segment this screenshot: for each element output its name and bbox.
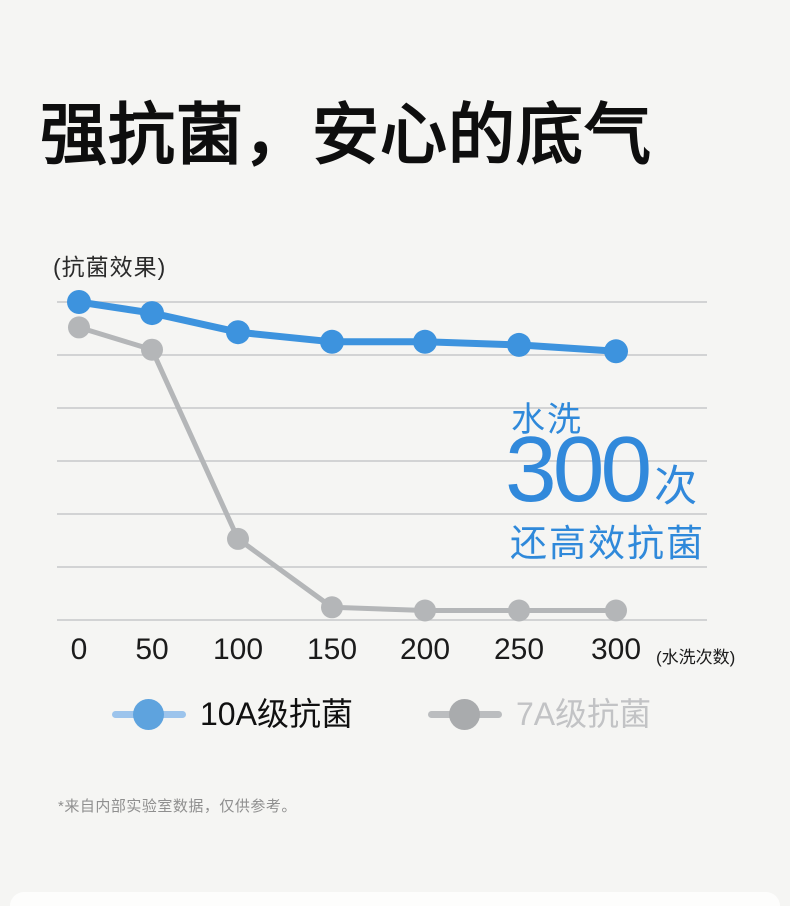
annotation-prefix: 水洗 — [511, 401, 583, 439]
antibacterial-line-chart — [57, 290, 707, 622]
y-axis-title: (抗菌效果) — [53, 254, 167, 280]
page-title: 强抗菌，安心的底气 — [40, 98, 652, 173]
legend-label-10a: 10A级抗菌 — [200, 696, 353, 732]
x-tick-label: 200 — [399, 633, 451, 666]
footnote: *来自内部实验室数据，仅供参考。 — [58, 798, 297, 815]
annotation-unit: 次 — [654, 463, 698, 512]
x-tick-label: 300 — [590, 633, 642, 666]
legend-item-7a: 7A级抗菌 — [428, 695, 651, 733]
line-dot-marker-gray-icon — [428, 698, 502, 730]
annotation-suffix: 还高效抗菌 — [510, 523, 705, 564]
legend-item-10a: 10A级抗菌 — [112, 695, 353, 733]
x-axis: 0 50 100 150 200 250 300 — [0, 633, 790, 669]
next-section-card — [10, 892, 780, 906]
x-tick-label: 50 — [135, 633, 169, 666]
legend-label-7a: 7A级抗菌 — [516, 696, 652, 732]
chart-legend: 10A级抗菌 7A级抗菌 — [0, 695, 790, 739]
line-dot-marker-blue-icon — [112, 698, 186, 730]
x-tick-label: 150 — [306, 633, 358, 666]
annotation-number: 300 — [505, 417, 652, 521]
x-tick-label: 100 — [212, 633, 264, 666]
annotation-number-row: 300 次 — [505, 417, 698, 521]
x-tick-label: 250 — [493, 633, 545, 666]
x-tick-label: 0 — [70, 633, 88, 666]
x-axis-unit-label: (水洗次数) — [656, 648, 736, 667]
marker-dot — [133, 698, 164, 730]
marker-dot — [449, 698, 480, 730]
